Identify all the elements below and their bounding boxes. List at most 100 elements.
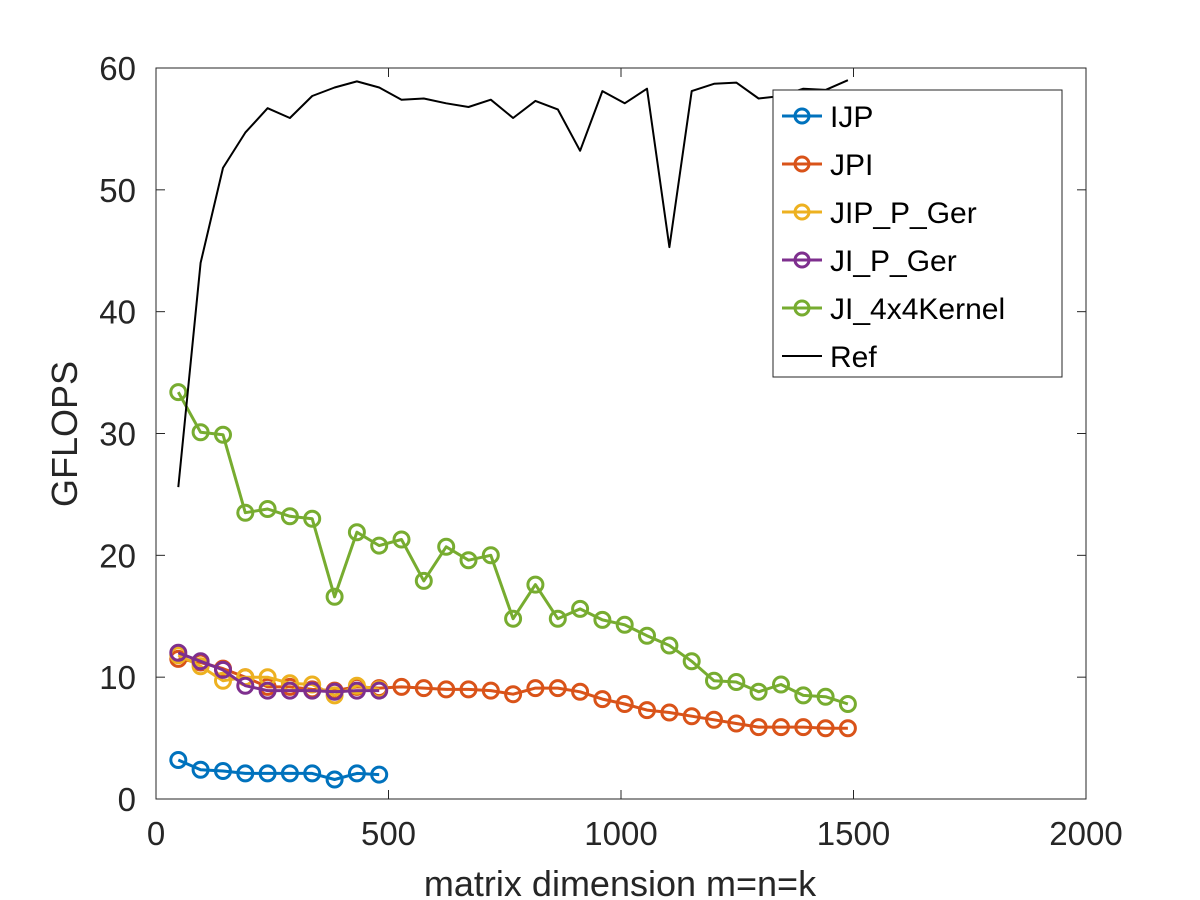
data-point-ji-4x4kernel [816,687,835,706]
data-point-ji-4x4kernel [414,571,433,590]
data-point-ji-4x4kernel [437,537,456,556]
data-point-ji-4x4kernel [325,587,344,606]
y-axis-label: GFLOPS [44,361,85,507]
data-point-jpi [838,719,857,738]
data-point-ji-4x4kernel [236,503,255,522]
y-tick-label: 40 [99,294,136,331]
data-point-jpi [727,714,746,733]
y-tick-label: 0 [118,781,136,818]
y-tick-label: 20 [99,537,136,574]
legend-item-ijp: IJP [782,101,873,134]
y-tick-label: 60 [99,50,136,87]
x-tick-label: 0 [147,815,165,852]
data-point-jpi [660,703,679,722]
data-point-ji-p-ger [236,676,255,695]
data-point-ji-p-ger [325,682,344,701]
legend-label: JIP_P_Ger [830,197,977,230]
y-tick-label: 10 [99,659,136,696]
data-point-ji-4x4kernel [571,599,590,618]
x-tick-label: 2000 [1049,815,1122,852]
series-ji-p-ger [169,643,389,701]
data-point-ijp [236,764,255,783]
axes [155,67,1087,800]
data-point-jpi [392,677,411,696]
data-point-jpi [615,695,634,713]
data-point-ji-p-ger [214,660,232,679]
legend-swatch-marker [793,155,811,173]
legend-item-jip-p-ger: JIP_P_Ger [782,197,977,230]
data-point-jpi [414,679,433,698]
data-point-ji-4x4kernel [593,610,612,629]
data-point-jip-p-ger [258,668,277,687]
y-tick-label: 30 [99,416,136,453]
data-point-ji-4x4kernel [638,626,656,645]
data-point-ji-4x4kernel [280,507,299,526]
data-point-jpi [682,707,701,726]
data-point-ijp [370,765,389,784]
data-point-jpi [749,718,768,737]
series-line-jpi [178,657,848,730]
legend-label: JPI [830,149,873,182]
data-point-ji-4x4kernel [727,673,746,691]
data-point-ji-4x4kernel [191,423,210,442]
data-point-ji-p-ger [191,652,210,671]
legend-label: Ref [830,341,877,374]
data-point-jpi [816,719,835,738]
legend-swatch-marker [793,251,811,269]
legend-box [772,89,1063,378]
data-point-ji-4x4kernel [838,695,857,713]
data-point-ji-4x4kernel [303,509,322,528]
data-point-jpi [794,718,813,737]
legend-swatch-marker [793,107,811,125]
y-tick-label: 50 [99,172,136,209]
series-ji-4x4kernel [169,383,857,713]
legend: IJP JPI JIP_P_Ger JI_P_Ger JI_4x4Kernel Ref [772,89,1063,378]
series-ref [177,79,849,488]
x-tick-label: 1000 [584,815,657,852]
data-point-jpi [548,679,567,698]
data-point-jpi [437,680,456,699]
x-tick-label: 1500 [817,815,890,852]
data-point-ijp [325,770,344,789]
legend-item-ref: Ref [782,341,877,374]
data-point-ji-4x4kernel [459,551,478,570]
plot-area [169,79,857,789]
series-line-ji-4x4kernel [176,391,849,706]
data-point-jip-p-ger [214,671,232,690]
data-point-ijp [214,762,232,780]
data-point-ijp [280,764,299,783]
legend-item-ji-4x4kernel: JI_4x4Kernel [782,293,1005,326]
data-point-jpi [772,718,790,737]
data-point-ijp [169,751,188,769]
data-point-ji-p-ger [280,681,299,700]
data-point-ji-4x4kernel [347,523,366,542]
data-point-jpi [705,710,723,729]
data-point-ji-4x4kernel [660,636,679,655]
x-axis-label: matrix dimension m=n=k [424,863,817,900]
data-point-jpi [638,701,656,720]
data-point-ijp [191,760,210,779]
legend-item-jpi: JPI [782,149,873,182]
legend-item-ji-p-ger: JI_P_Ger [782,245,957,278]
data-point-jpi [593,690,612,709]
series-line-ijp [177,758,380,781]
data-point-ji-4x4kernel [772,675,790,694]
data-point-ji-p-ger [303,681,322,700]
data-point-jpi [526,679,545,698]
data-point-ji-4x4kernel [169,383,188,402]
data-point-ijp [303,764,322,783]
tick-labels: 0 500 1000 1500 2000 0 10 20 30 40 50 60 [99,50,1122,852]
series-ijp [169,751,389,789]
data-point-ji-4x4kernel [526,575,545,594]
data-point-ji-4x4kernel [794,686,813,705]
data-point-ji-p-ger [258,681,277,700]
series-line-ref [177,79,849,488]
data-point-jpi [481,681,500,700]
data-point-ji-4x4kernel [214,425,232,444]
series-line-ji-p-ger [177,651,380,694]
data-point-ijp [258,764,277,783]
x-tick-label: 500 [361,815,416,852]
data-point-jpi [504,685,523,704]
data-point-ji-p-ger [370,681,389,700]
